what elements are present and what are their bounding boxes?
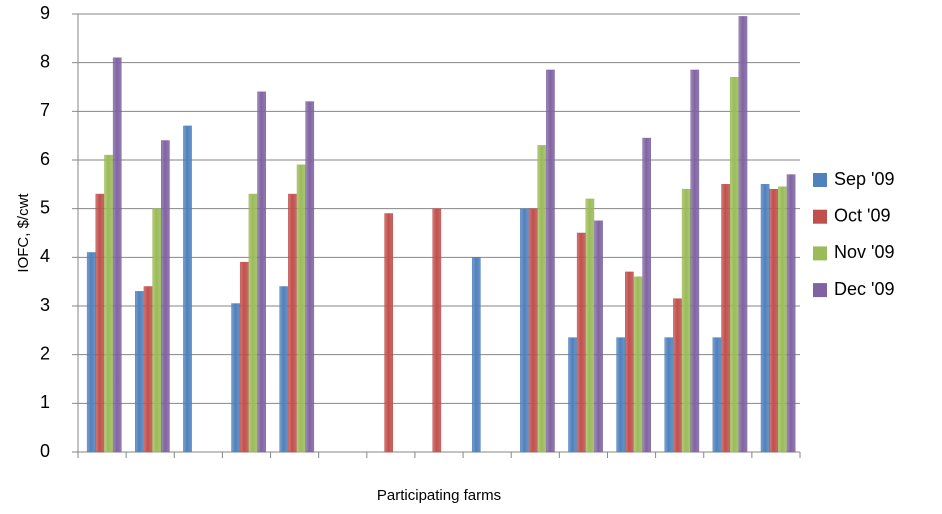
bar (712, 337, 722, 453)
y-tick-label: 6 (40, 149, 50, 169)
bar (769, 188, 779, 453)
bar (729, 77, 739, 453)
bar (161, 140, 170, 453)
legend-label: Nov '09 (834, 242, 894, 262)
bar (576, 232, 586, 453)
legend-label: Oct '09 (834, 205, 890, 225)
bar (546, 69, 555, 453)
bar (673, 298, 682, 453)
legend-label: Dec '09 (834, 279, 894, 299)
bar (288, 193, 297, 453)
bar (528, 208, 538, 453)
bar (152, 208, 162, 453)
bar (384, 213, 394, 453)
bar (633, 276, 643, 453)
bar (537, 145, 547, 453)
bar (279, 286, 289, 453)
legend-label: Sep '09 (834, 169, 895, 189)
bar (305, 101, 315, 453)
bar (681, 188, 691, 453)
y-axis-label: IOFC, $/cwt (15, 193, 32, 273)
y-tick-label: 9 (40, 3, 50, 23)
bar (231, 303, 240, 453)
bar (642, 137, 652, 453)
y-tick-label: 2 (40, 343, 50, 363)
bar (135, 291, 144, 453)
bar (95, 193, 105, 453)
bar (760, 184, 770, 453)
legend-swatch (813, 173, 827, 187)
bar (520, 208, 529, 453)
bar (585, 198, 595, 453)
legend-swatch (813, 246, 827, 261)
bar (738, 16, 748, 453)
x-axis-label: Participating farms (377, 487, 501, 504)
y-tick-label: 7 (40, 100, 50, 120)
bar (112, 57, 122, 453)
bar (625, 271, 634, 453)
bar (721, 184, 730, 453)
bar (257, 91, 266, 453)
bar (104, 154, 113, 453)
bar (594, 220, 603, 453)
bar (248, 193, 258, 453)
bar (471, 257, 481, 453)
bar (778, 186, 787, 453)
bar (296, 164, 306, 453)
bar (183, 125, 192, 453)
bar (786, 174, 796, 453)
y-tick-label: 3 (40, 295, 50, 315)
bar (239, 261, 249, 453)
y-tick-label: 5 (40, 197, 50, 217)
bar (568, 337, 577, 453)
bar (143, 286, 153, 453)
y-tick-label: 1 (40, 392, 50, 412)
bar (664, 337, 674, 453)
y-tick-label: 0 (40, 441, 50, 461)
bar (86, 252, 96, 453)
legend-swatch (813, 209, 827, 224)
legend-swatch (813, 283, 827, 298)
y-tick-label: 4 (40, 246, 50, 266)
y-tick-label: 8 (40, 51, 50, 71)
bar (432, 208, 442, 453)
bar (616, 337, 626, 453)
bar (690, 69, 700, 453)
